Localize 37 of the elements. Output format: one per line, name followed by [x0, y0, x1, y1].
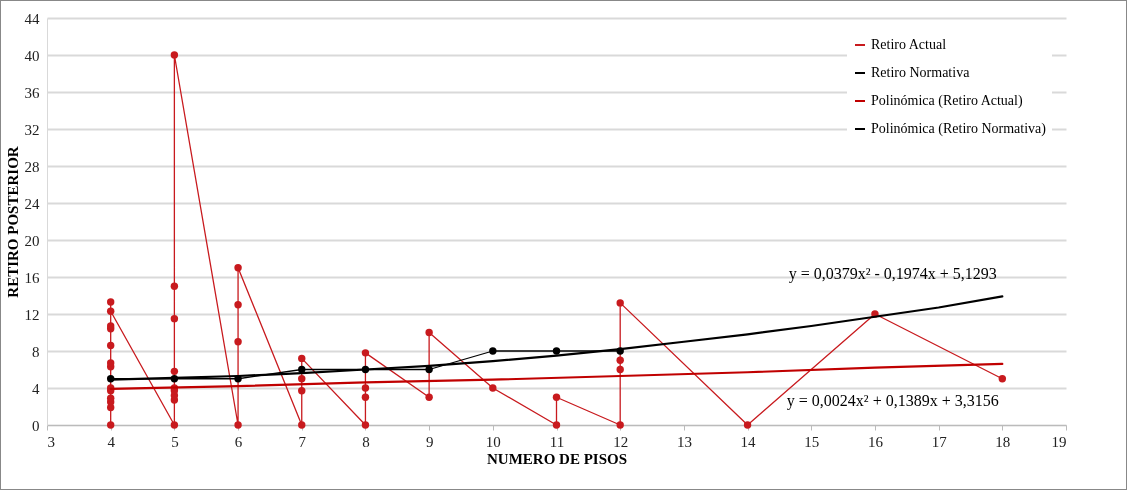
x-tick-label: 19 [1051, 433, 1067, 450]
x-tick-label: 14 [740, 433, 757, 450]
x-tick-label: 17 [931, 433, 948, 450]
x-tick-label: 3 [47, 433, 55, 450]
x-tick-label: 8 [362, 433, 370, 450]
x-tick-label: 4 [107, 433, 116, 450]
x-tick-label: 7 [298, 433, 307, 450]
y-tick-label: 36 [24, 84, 40, 101]
x-tick-label: 10 [485, 433, 501, 450]
annotation: y = 0,0024x² + 0,1389x + 3,3156 [786, 391, 999, 410]
x-tick-label: 15 [804, 433, 820, 450]
legend-label: Retiro Normativa [871, 65, 971, 80]
y-tick-label: 44 [24, 10, 40, 27]
x-tick-label: 16 [867, 433, 884, 450]
legend-label: Polinómica (Retiro Actual) [871, 93, 1023, 109]
legend-label: Retiro Actual [871, 37, 947, 52]
x-tick-label: 13 [676, 433, 692, 450]
legend-label: Polinómica (Retiro Normativa) [871, 121, 1047, 137]
x-tick-label: 11 [549, 433, 565, 450]
x-tick-label: 6 [234, 433, 243, 450]
y-tick-label: 0 [32, 417, 40, 434]
x-tick-label: 12 [613, 433, 629, 450]
y-tick-label: 12 [24, 306, 40, 323]
y-tick-label: 4 [32, 380, 40, 397]
annotation: y = 0,0379x² - 0,1974x + 5,1293 [788, 265, 997, 284]
y-tick-label: 40 [24, 47, 40, 64]
x-tick-label: 5 [171, 433, 179, 450]
x-tick-label: 9 [425, 433, 434, 450]
y-tick-label: 32 [24, 121, 40, 138]
x-tick-label: 18 [995, 433, 1011, 450]
y-tick-label: 20 [24, 232, 40, 249]
y-axis-title: RETIRO POSTERIOR [4, 146, 21, 298]
y-tick-label: 28 [24, 158, 40, 175]
y-tick-label: 16 [24, 269, 40, 286]
y-tick-label: 24 [24, 195, 40, 212]
x-axis-title: NUMERO DE PISOS [486, 450, 628, 467]
y-tick-label: 8 [32, 343, 40, 360]
